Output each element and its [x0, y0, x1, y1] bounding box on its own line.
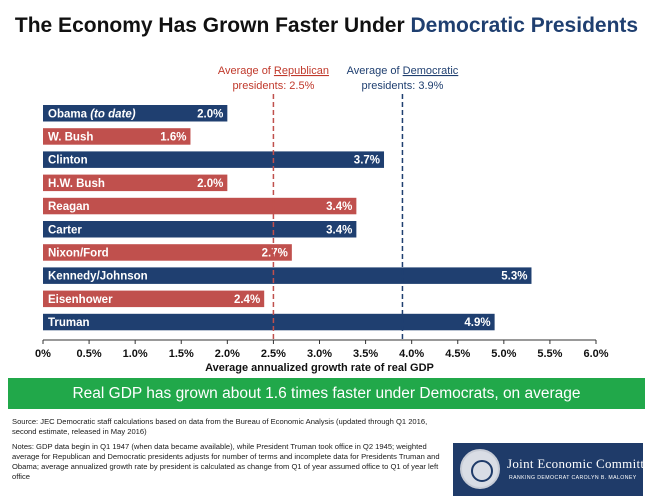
- x-tick-label: 6.0%: [583, 348, 608, 360]
- bar: [43, 105, 228, 122]
- bar-label: Nixon/Ford: [48, 247, 109, 259]
- logo-name: Joint Economic Committee: [507, 456, 653, 471]
- x-tick-label: 5.5%: [537, 348, 562, 360]
- bar-value-label: 2.0%: [197, 108, 223, 120]
- x-tick-label: 3.5%: [353, 348, 378, 360]
- average-value-republican: presidents: 2.5%: [232, 80, 314, 92]
- bar-label: Carter: [48, 224, 82, 236]
- bar-value-label: 2.0%: [197, 178, 223, 190]
- x-tick-label: 0.5%: [77, 348, 102, 360]
- average-label-republican: Average of Republican: [218, 65, 329, 77]
- x-tick-label: 4.0%: [399, 348, 424, 360]
- bar: [43, 244, 292, 261]
- x-tick-label: 2.5%: [261, 348, 286, 360]
- bar-value-label: 3.4%: [326, 224, 352, 236]
- bar-label: Obama (to date): [48, 108, 136, 120]
- bar-value-label: 2.4%: [234, 294, 260, 306]
- bar-value-label: 2.7%: [262, 247, 288, 259]
- bar: [43, 290, 265, 308]
- bar-value-label: 4.9%: [464, 317, 490, 329]
- x-tick-label: 3.0%: [307, 348, 332, 360]
- x-tick-label: 1.5%: [169, 348, 194, 360]
- bar: [43, 128, 191, 145]
- bar-label: Reagan: [48, 201, 90, 213]
- bar-value-label: 3.4%: [326, 201, 352, 213]
- jec-logo: Joint Economic Committee RANKING DEMOCRA…: [453, 443, 653, 496]
- bar-value-label: 5.3%: [501, 271, 527, 283]
- title-part-1: The Economy Has Grown Faster Under: [14, 14, 411, 37]
- x-tick-label: 5.0%: [491, 348, 516, 360]
- x-tick-label: 2.0%: [215, 348, 240, 360]
- committee-seal-icon: [460, 449, 500, 489]
- bar-value-label: 3.7%: [354, 155, 380, 167]
- bar-label: Clinton: [48, 155, 88, 167]
- average-value-democrat: presidents: 3.9%: [361, 80, 443, 92]
- x-tick-label: 0%: [35, 348, 51, 360]
- x-tick-label: 1.0%: [123, 348, 148, 360]
- summary-banner: Real GDP has grown about 1.6 times faste…: [8, 378, 645, 409]
- title-part-2: Democratic Presidents: [410, 14, 639, 37]
- bar-label: Eisenhower: [48, 294, 113, 306]
- bar: [43, 197, 357, 215]
- average-label-democrat: Average of Democratic: [347, 65, 459, 77]
- bar: [43, 267, 532, 284]
- bar-label: Truman: [48, 317, 90, 329]
- logo-subtitle: RANKING DEMOCRAT CAROLYN B. MALONEY: [509, 475, 637, 481]
- bar-label: Kennedy/Johnson: [48, 271, 148, 283]
- bar-value-label: 1.6%: [160, 131, 186, 143]
- bar: [43, 221, 357, 238]
- bar-label: W. Bush: [48, 131, 93, 143]
- bar: [43, 313, 495, 331]
- bar: [43, 151, 385, 168]
- bar-chart: Obama (to date) 2.0% W. Bush 1.6% Clinton 3.7…: [35, 65, 609, 374]
- bar-label: H.W. Bush: [48, 178, 105, 190]
- notes-text: Notes: GDP data begin in Q1 1947 (when d…: [12, 442, 440, 481]
- x-axis-label: Average annualized growth rate of real G…: [205, 362, 434, 374]
- bar: [43, 174, 228, 192]
- source-note: Source: JEC Democratic staff calculation…: [12, 417, 428, 436]
- x-tick-label: 4.5%: [445, 348, 470, 360]
- chart-title: The Economy Has Grown Faster Under Democ…: [0, 14, 653, 38]
